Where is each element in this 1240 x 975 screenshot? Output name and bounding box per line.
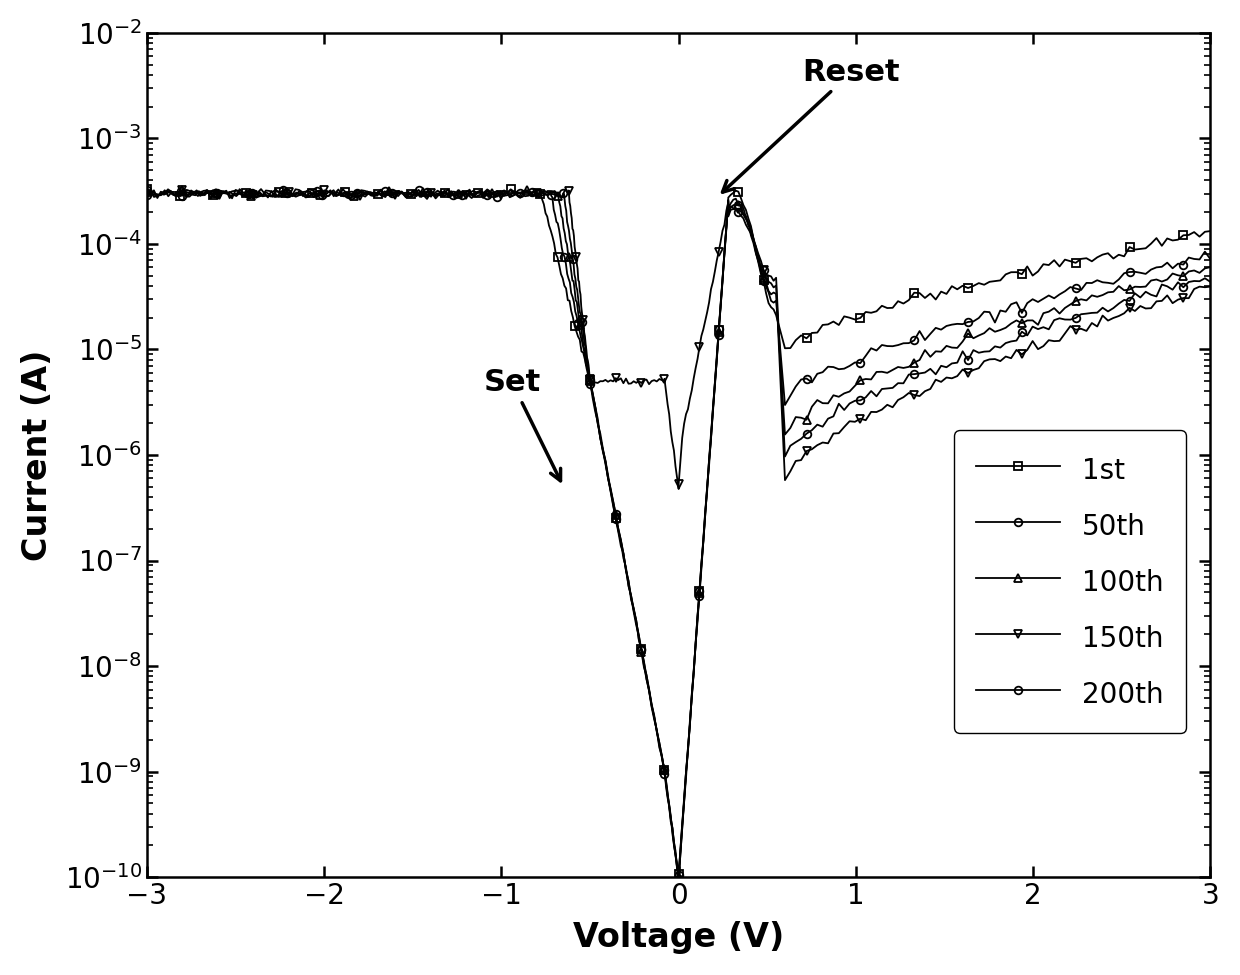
200th [160,183,175,195]
100th [140,186,155,198]
100th [621,580,636,592]
50th [1203,254,1218,265]
150th [165,186,180,198]
X-axis label: Voltage (V): Voltage (V) [573,921,784,955]
200th [671,873,686,884]
1st [523,188,538,200]
100th [671,874,686,885]
1st [619,565,634,576]
100th [164,188,179,200]
50th [164,185,179,197]
Line: 150th: 150th [143,185,1214,492]
1st [547,238,562,250]
200th [336,183,351,195]
1st [140,183,155,195]
150th [161,190,176,202]
50th [160,187,175,199]
Y-axis label: Current (A): Current (A) [21,349,53,561]
50th [556,249,570,260]
200th [188,186,203,198]
Line: 100th: 100th [143,185,1214,882]
Text: Set: Set [484,369,560,481]
100th [560,248,575,259]
150th [190,186,205,198]
150th [1203,281,1218,292]
Line: 1st: 1st [143,185,1214,878]
200th [549,190,564,202]
100th [160,185,175,197]
150th [671,484,686,495]
150th [621,378,636,390]
1st [160,185,175,197]
50th [187,187,202,199]
200th [1203,276,1218,288]
Legend: 1st, 50th, 100th, 150th, 200th: 1st, 50th, 100th, 150th, 200th [954,430,1185,733]
100th [253,183,268,195]
Text: Reset: Reset [723,58,900,192]
200th [564,244,579,255]
200th [164,186,179,198]
1st [186,188,201,200]
1st [162,186,177,198]
100th [188,189,203,201]
1st [671,869,686,880]
150th [568,246,583,257]
100th [1203,261,1218,273]
50th [140,184,155,196]
Line: 200th: 200th [143,185,1214,881]
150th [554,191,569,203]
200th [621,575,636,587]
1st [1203,225,1218,237]
50th [621,575,636,587]
50th [269,183,284,195]
100th [544,187,559,199]
200th [140,189,155,201]
50th [671,874,686,885]
50th [537,185,552,197]
150th [140,188,155,200]
Line: 50th: 50th [143,185,1214,883]
150th [480,183,495,195]
